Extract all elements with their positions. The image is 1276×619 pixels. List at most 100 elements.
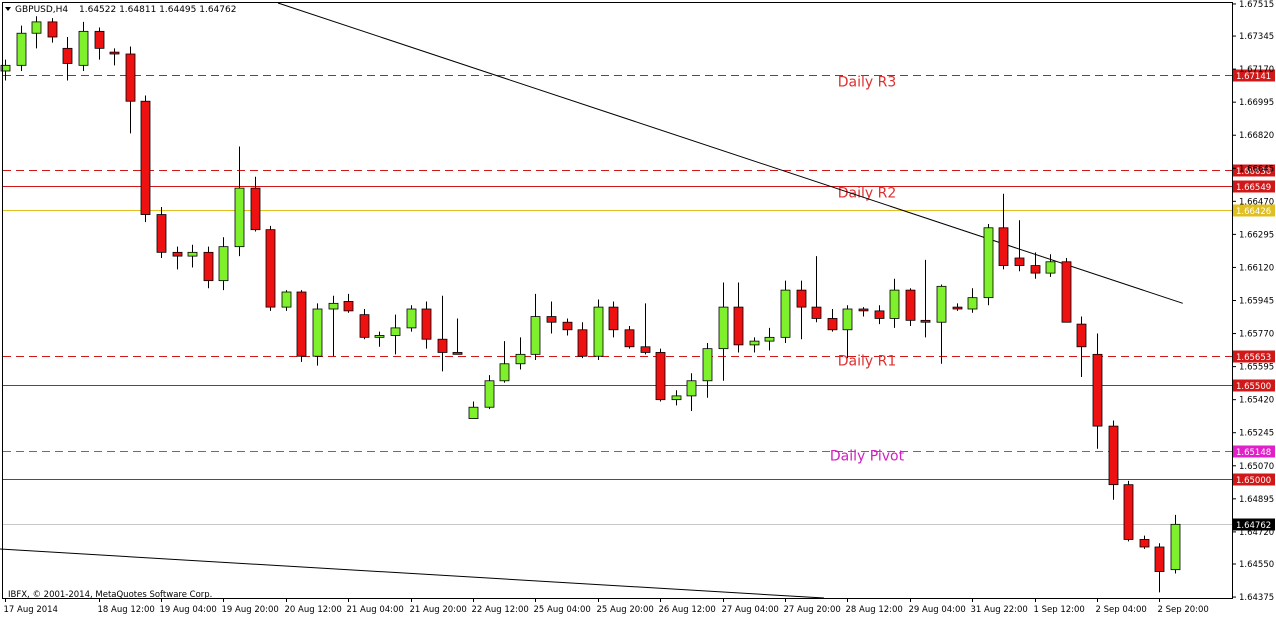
x-tick-label: 25 Aug 20:00 [597, 605, 654, 615]
level-name-label: Daily Pivot [830, 449, 905, 465]
x-tick-label: 28 Aug 12:00 [846, 605, 903, 615]
x-tick-label: 26 Aug 12:00 [659, 605, 716, 615]
candle-body [640, 346, 651, 353]
candle-body [858, 308, 869, 312]
candle-body [749, 340, 760, 346]
y-tick-label: 1.64895 [1239, 495, 1274, 505]
trendline [277, 2, 1183, 304]
candle-body [187, 251, 198, 257]
candle-body [265, 229, 276, 308]
y-tick-label: 1.65770 [1239, 330, 1274, 340]
candle-body [1123, 484, 1134, 540]
candle-body [1061, 261, 1072, 323]
candle-body [686, 380, 697, 397]
copyright-text: IBFX, © 2001-2014, MetaQuotes Software C… [8, 590, 212, 600]
plot-border [2, 2, 1233, 599]
chart-header: GBPUSD,H4 1.64522 1.64811 1.64495 1.6476… [5, 5, 236, 15]
x-tick-label: 2 Sep 20:00 [1158, 605, 1209, 615]
candle-body [546, 316, 557, 323]
current-price-tag [1233, 518, 1275, 531]
candle-body [702, 348, 713, 382]
x-tick-label: 2 Sep 04:00 [1096, 605, 1147, 615]
candle-body [140, 100, 151, 215]
y-tick-label: 1.65070 [1239, 462, 1274, 472]
symbol-label: GBPUSD,H4 [15, 5, 68, 15]
level-price-tag [1233, 350, 1275, 363]
candle-body [967, 297, 978, 310]
x-tick-label: 27 Aug 20:00 [784, 605, 841, 615]
candle-body [94, 30, 105, 49]
x-tick-label: 22 Aug 12:00 [472, 605, 529, 615]
candle-body [796, 289, 807, 308]
level-name-label: Daily R1 [838, 354, 897, 370]
y-tick-label: 1.65420 [1239, 396, 1274, 406]
candle-body [1139, 539, 1150, 548]
candle-body [172, 251, 183, 257]
x-tick-label: 31 Aug 22:00 [971, 605, 1028, 615]
candle-body [1170, 523, 1181, 571]
level-price-tag [1233, 164, 1275, 177]
y-tick-label: 1.65245 [1239, 429, 1274, 439]
level-price-tag [1233, 69, 1275, 82]
candle-body [842, 308, 853, 331]
candle-body [811, 306, 822, 319]
candle-body [874, 310, 885, 319]
candle-body [983, 227, 994, 299]
current-price-label: 1.64762 [1236, 521, 1271, 531]
candle-body [218, 246, 229, 282]
y-tick-label: 1.64375 [1239, 593, 1274, 603]
x-tick-label: 1 Sep 12:00 [1034, 605, 1085, 615]
candle-body [780, 289, 791, 338]
candle-body [1045, 261, 1056, 274]
y-tick-label: 1.65595 [1239, 363, 1274, 373]
x-tick-label: 25 Aug 04:00 [534, 605, 591, 615]
level-price-tag [1233, 473, 1275, 486]
candle-body [1108, 425, 1119, 486]
ohlc-readout: 1.64522 1.64811 1.64495 1.64762 [79, 5, 236, 15]
candle-body [936, 285, 947, 323]
candle-body [484, 380, 495, 408]
candle-body [156, 214, 167, 253]
candle-body [655, 352, 666, 401]
candle-body [47, 21, 58, 38]
trendline [0, 548, 825, 599]
level-name-label: Daily R2 [838, 186, 897, 202]
candle-body [530, 316, 541, 355]
candle-body [1092, 353, 1103, 427]
candle-body [764, 336, 775, 342]
candle-body [905, 289, 916, 321]
level-price-label: 1.65000 [1236, 476, 1271, 486]
x-tick-label: 20 Aug 12:00 [285, 605, 342, 615]
candle-body [328, 302, 339, 310]
candle-body [125, 53, 136, 102]
y-tick-label: 1.66645 [1239, 164, 1274, 174]
level-price-label: 1.67141 [1236, 72, 1271, 82]
candle-body [998, 227, 1009, 266]
trendlines [0, 2, 1183, 599]
y-tick-label: 1.66820 [1239, 131, 1274, 141]
candle-body [234, 187, 245, 248]
y-tick-label: 1.64550 [1239, 560, 1274, 570]
chart-frame [2, 2, 1233, 599]
x-tick-label: 19 Aug 20:00 [222, 605, 279, 615]
y-tick-label: 1.67345 [1239, 32, 1274, 42]
candle-body [1154, 546, 1165, 572]
candle-body [671, 395, 682, 401]
candle-body [406, 308, 417, 329]
candle-body [577, 329, 588, 357]
candle-body [62, 47, 73, 64]
y-tick-label: 1.65945 [1239, 297, 1274, 307]
candle-body [281, 291, 292, 308]
candle-body [952, 306, 963, 310]
level-price-tag [1233, 379, 1275, 392]
y-tick-label: 1.67515 [1239, 0, 1274, 10]
symbol-dropdown-icon[interactable] [5, 7, 11, 11]
x-tick-label: 18 Aug 12:00 [98, 605, 155, 615]
level-lines: Daily R3 Daily R2 Daily R1 Daily Pivot [3, 75, 1232, 525]
candle-body [562, 321, 573, 331]
candle-body [109, 51, 120, 55]
candles [0, 16, 1181, 593]
candle-body [889, 289, 900, 319]
